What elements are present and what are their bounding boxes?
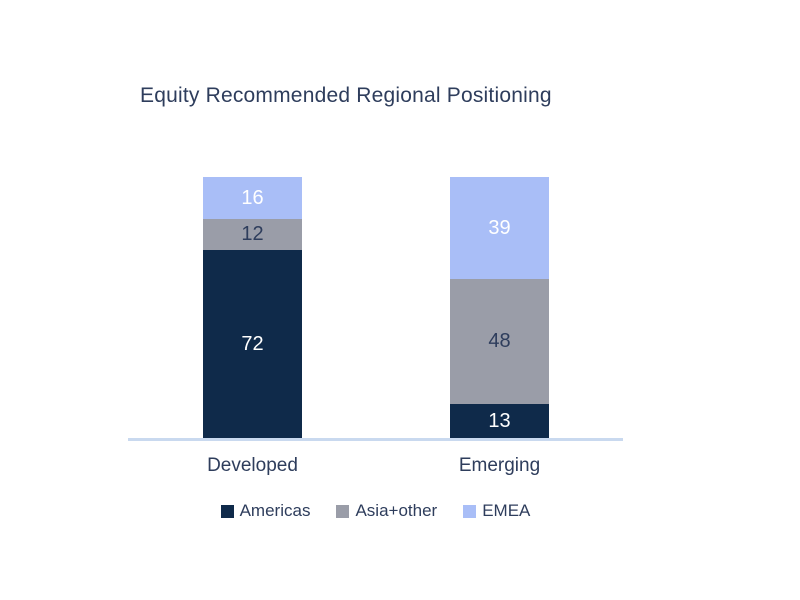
bar-emerging-segment-americas: 13 <box>450 404 549 439</box>
legend: Americas Asia+other EMEA <box>128 501 623 521</box>
bar-emerging-segment-asia-other: 48 <box>450 278 549 405</box>
value-label-developed-emea: 16 <box>241 186 264 209</box>
value-label-emerging-asia-other: 48 <box>488 330 511 353</box>
bar-emerging: 39 48 13 <box>450 177 549 439</box>
legend-item-asia-other: Asia+other <box>336 501 437 521</box>
value-label-emerging-americas: 13 <box>488 410 511 433</box>
bar-developed-segment-americas: 72 <box>203 250 302 438</box>
value-label-emerging-emea: 39 <box>488 216 511 239</box>
category-label-emerging: Emerging <box>458 455 541 476</box>
legend-label-americas: Americas <box>239 501 311 520</box>
legend-label-emea: EMEA <box>482 501 531 520</box>
bar-developed: 16 12 72 <box>203 177 302 438</box>
bar-developed-segment-asia-other: 12 <box>203 218 302 251</box>
legend-item-americas: Americas <box>220 501 311 521</box>
legend-label-asia-other: Asia+other <box>355 501 438 520</box>
bar-developed-segment-emea: 16 <box>203 177 302 219</box>
legend-swatch-emea <box>463 504 477 518</box>
legend-swatch-asia-other <box>336 504 350 518</box>
category-label-developed: Developed <box>207 455 298 476</box>
chart-title: Equity Recommended Regional Positioning <box>140 84 552 107</box>
legend-swatch-americas <box>220 504 234 518</box>
value-label-developed-asia-other: 12 <box>241 223 264 246</box>
value-label-developed-americas: 72 <box>241 333 264 356</box>
bar-emerging-segment-emea: 39 <box>450 177 549 279</box>
x-axis-line <box>128 438 623 441</box>
legend-item-emea: EMEA <box>463 501 530 521</box>
